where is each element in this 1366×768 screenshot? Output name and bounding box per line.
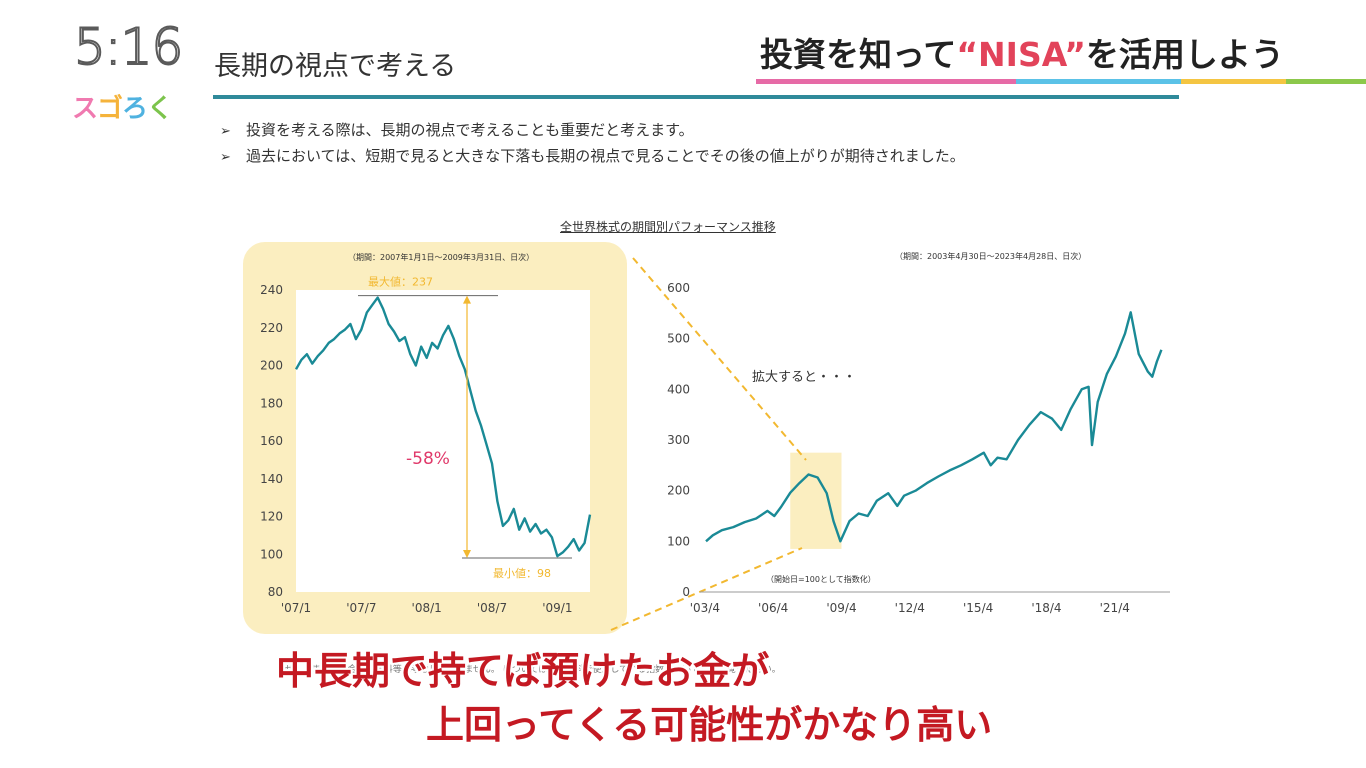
- y-tick-label: 140: [260, 472, 283, 486]
- arrowhead-down-icon: [463, 550, 471, 559]
- x-tick-label: '06/4: [758, 601, 788, 615]
- arrowhead-up-icon: [463, 295, 471, 304]
- x-tick-label: '09/1: [542, 601, 572, 615]
- zoom-series-line: [294, 296, 592, 558]
- arrowhead-icon: ➢: [220, 124, 231, 139]
- y-tick-label: 240: [260, 283, 283, 297]
- expand-note: 拡大すると・・・: [752, 370, 857, 385]
- x-tick-label: '08/7: [477, 601, 507, 615]
- show-logo-char: ろ: [122, 94, 148, 124]
- segment-title-part: 投資を知って: [760, 35, 957, 74]
- index-base-note: （開始日=100として指数化）: [766, 575, 876, 584]
- y-tick-label: 120: [260, 510, 283, 524]
- disclaimer-text: ません。また、税金・手数料等は考慮しておりません。 については【本資料で使用して…: [276, 665, 781, 675]
- y-tick-label: 400: [667, 382, 690, 396]
- min-value-label: 最小値：98: [493, 567, 551, 580]
- clock-time: 5:16: [73, 17, 184, 77]
- corner-bar-yellow: [1181, 79, 1286, 84]
- zoom-connector-bottom: [610, 547, 803, 631]
- bullet-item: ➢ 投資を考える際は、長期の視点で考えることも重要だと考えます。: [220, 118, 965, 144]
- x-tick-label: '03/4: [690, 601, 720, 615]
- zoom-plot-area: [296, 290, 590, 592]
- corner-bar-pink: [756, 79, 1016, 84]
- caption-line-1: 中長期で持てば預けたお金が: [276, 648, 770, 693]
- bullet-text: 過去においては、短期で見ると大きな下落も長期の視点で見ることでその後の値上がりが…: [246, 147, 965, 165]
- x-tick-label: '08/1: [412, 601, 442, 615]
- x-tick-label: '07/7: [346, 601, 376, 615]
- drop-percent-label: -58%: [406, 449, 450, 469]
- y-tick-label: 80: [268, 585, 283, 599]
- x-tick-label: '15/4: [963, 601, 993, 615]
- arrowhead-icon: ➢: [220, 150, 231, 165]
- segment-title-part: を活用しよう: [1085, 35, 1284, 74]
- y-tick-label: 0: [682, 585, 690, 599]
- y-tick-label: 220: [260, 321, 283, 335]
- zoom-connector-top: [632, 257, 807, 461]
- chart-title: 全世界株式の期間別パフォーマンス推移: [560, 220, 776, 234]
- left-x-axis: '07/1 '07/7 '08/1 '08/7 '09/1: [281, 601, 573, 615]
- y-tick-label: 160: [260, 434, 283, 448]
- show-logo-char: ス: [72, 94, 98, 124]
- bullet-text: 投資を考える際は、長期の視点で考えることも重要だと考えます。: [246, 121, 694, 139]
- show-logo: スゴろく: [72, 88, 173, 125]
- y-tick-label: 500: [667, 332, 690, 346]
- y-tick-label: 100: [260, 547, 283, 561]
- corner-bar-green: [1286, 79, 1366, 84]
- y-tick-label: 200: [260, 359, 283, 373]
- x-tick-label: '12/4: [895, 601, 925, 615]
- zoom-annotations: 最大値：237 最小値：98 -58%: [358, 275, 572, 580]
- corner-bar-blue: [1016, 79, 1181, 84]
- slide-title: 長期の視点で考える: [214, 51, 457, 82]
- right-y-axis: 0 100 200 300 400 500 600: [667, 281, 690, 599]
- max-value-label: 最大値：237: [368, 275, 433, 289]
- segment-title-highlight: “NISA”: [956, 35, 1086, 74]
- bullet-item: ➢ 過去においては、短期で見ると大きな下落も長期の視点で見ることでその後の値上がり…: [220, 144, 965, 170]
- bullet-list: ➢ 投資を考える際は、長期の視点で考えることも重要だと考えます。 ➢ 過去においては…: [220, 118, 965, 170]
- x-tick-label: '21/4: [1100, 601, 1130, 615]
- x-tick-label: '18/4: [1031, 601, 1061, 615]
- show-logo-char: く: [147, 94, 173, 124]
- show-logo-char: ゴ: [97, 94, 123, 124]
- y-tick-label: 200: [667, 484, 690, 498]
- y-tick-label: 100: [667, 534, 690, 548]
- y-tick-label: 180: [260, 396, 283, 410]
- overview-series-line: [705, 311, 1163, 543]
- x-tick-label: '09/4: [826, 601, 856, 615]
- y-tick-label: 600: [667, 281, 690, 295]
- right-x-axis: '03/4 '06/4 '09/4 '12/4 '15/4 '18/4 '21/4: [690, 601, 1130, 615]
- zoom-highlight-box: [790, 452, 842, 549]
- caption-line-2: 上回ってくる可能性がかなり高い: [426, 702, 993, 747]
- y-tick-label: 300: [667, 433, 690, 447]
- overview-period-note: （期間：2003年4月30日～2023年4月28日、日次）: [895, 252, 1087, 261]
- title-divider: [213, 95, 1179, 99]
- segment-title: 投資を知って“NISA”を活用しよう: [760, 28, 1320, 74]
- x-tick-label: '07/1: [281, 601, 311, 615]
- zoom-period-note: （期間：2007年1月1日～2009年3月31日、日次）: [348, 253, 535, 262]
- left-y-axis: 80 100 120 140 160 180 200 220 240: [260, 283, 283, 599]
